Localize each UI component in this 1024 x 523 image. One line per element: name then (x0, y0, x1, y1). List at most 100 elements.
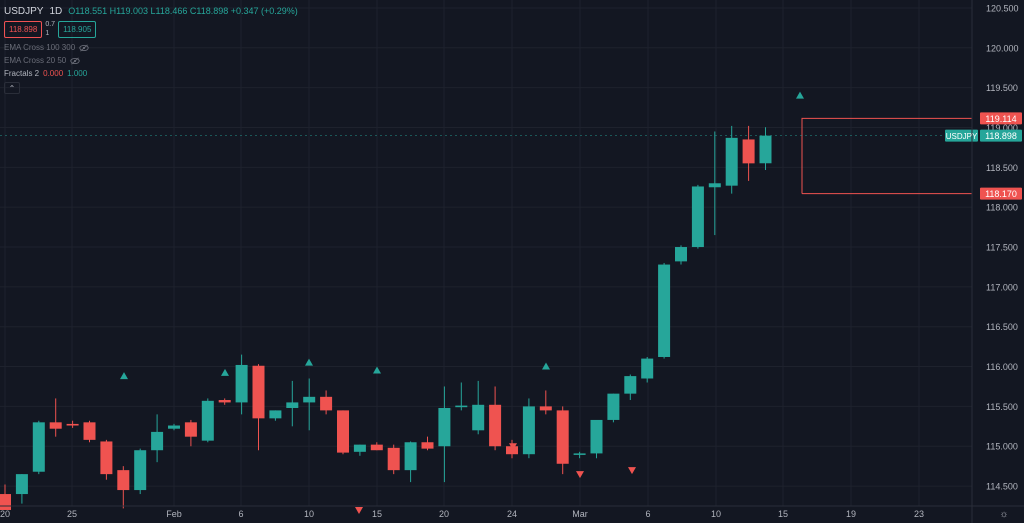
candle-body (117, 470, 130, 491)
candle (658, 262, 671, 359)
candle-body (235, 364, 248, 403)
candle-body (134, 450, 147, 491)
candle-body (303, 396, 316, 403)
candle (252, 364, 265, 451)
y-tick-label: 120.000 (986, 43, 1019, 53)
candle (455, 382, 468, 411)
y-tick-label: 116.500 (986, 322, 1018, 332)
candle-body (151, 431, 164, 451)
candle (370, 442, 383, 451)
candle-body (438, 407, 451, 447)
candle (675, 245, 687, 265)
candle (66, 420, 79, 428)
candle (303, 378, 316, 431)
legend-ohlc: O118.551 H119.003 L118.466 C118.898 +0.3… (68, 6, 298, 16)
fractal-low-label: 118.170 (985, 189, 1017, 199)
candle-body (404, 442, 417, 471)
fractal-low-label-bg (980, 187, 1022, 200)
last-price-symbol-label: USDJPY (946, 132, 978, 141)
candle (641, 356, 654, 383)
fractal-up-marker (542, 362, 550, 370)
candle (607, 393, 620, 423)
fractal-up-marker (221, 368, 229, 376)
fractal-levels (801, 117, 972, 195)
candle-body (0, 494, 11, 510)
fractals-value-1: 0.000 (43, 69, 64, 78)
candle (151, 414, 164, 463)
candle-body (184, 422, 197, 437)
candle-body (624, 376, 637, 394)
spread: 0.7 1 (45, 20, 55, 38)
x-tick-label: 25 (67, 509, 77, 519)
candle-body (49, 422, 62, 429)
candle (184, 419, 197, 447)
candle-body (100, 441, 113, 475)
x-tick-label: 23 (914, 509, 924, 519)
candle-body (573, 453, 586, 455)
candle (286, 380, 299, 427)
candle-body (725, 137, 738, 186)
candle-body (691, 186, 704, 248)
candle-body (286, 402, 299, 408)
y-tick-label: 120.500 (986, 3, 1019, 13)
y-tick-label: 119.500 (986, 83, 1018, 93)
settings-icon[interactable]: ☼ (999, 509, 1008, 520)
legend-interval[interactable]: 1D (49, 5, 63, 17)
candle (320, 390, 333, 415)
fractal-down-marker (576, 471, 584, 479)
indicator-fractals[interactable]: Fractals 2 0.000 1.000 (4, 67, 298, 80)
candle (489, 386, 502, 451)
y-tick-label: 118.500 (986, 163, 1018, 173)
candle (759, 127, 772, 171)
candle (83, 420, 96, 443)
candle-body (421, 442, 434, 449)
x-tick-label: 10 (711, 509, 721, 519)
indicator-ema-20-50[interactable]: EMA Cross 20 50 (4, 54, 298, 67)
candle-body (201, 400, 214, 441)
candle (134, 448, 147, 495)
candle-body (15, 474, 28, 495)
fractal-up-marker (796, 91, 804, 99)
x-tick-label: 24 (507, 509, 517, 519)
fractal-down-marker (355, 506, 363, 514)
candle-series (0, 125, 772, 510)
candle (100, 439, 113, 480)
spread-top: 0.7 (45, 21, 56, 28)
chart-legend: USDJPY 1D O118.551 H119.003 L118.466 C11… (4, 4, 298, 94)
sell-button[interactable]: 118.898 (4, 20, 43, 38)
x-tick-label: 10 (304, 509, 314, 519)
buy-button[interactable]: 118.905 (58, 20, 97, 38)
candle-body (506, 446, 518, 455)
time-axis[interactable]: 20 25 Feb 6 10 15 20 24 Mar 6 10 15 19 23 ☼ (0, 509, 1009, 520)
last-price-symbol-bg (945, 129, 978, 142)
candle-body (269, 410, 282, 419)
candle (32, 420, 45, 475)
candle (15, 474, 28, 504)
fractal-up-marker (120, 372, 128, 380)
candle-body (370, 444, 383, 451)
indicator-label: Fractals 2 (4, 69, 40, 78)
fractal-high-label: 119.114 (985, 114, 1016, 124)
candle (235, 354, 248, 415)
candle (337, 410, 349, 455)
y-tick-label: 117.500 (986, 243, 1018, 253)
candle-body (675, 247, 687, 262)
indicator-ema-100-300[interactable]: EMA Cross 100 300 (4, 41, 298, 54)
x-tick-label: Mar (572, 509, 588, 519)
eye-slash-icon[interactable] (79, 43, 89, 52)
candle (218, 398, 231, 405)
candle-body (556, 410, 569, 464)
candle-body (218, 400, 231, 403)
chevron-up-icon[interactable]: ⌃ (4, 82, 20, 94)
candle-body (455, 405, 468, 408)
y-tick-label: 117.000 (986, 282, 1018, 292)
candle (49, 398, 62, 437)
candle (421, 436, 434, 451)
indicator-label: EMA Cross 100 300 (4, 43, 76, 52)
candle (624, 374, 637, 401)
legend-symbol[interactable]: USDJPY (4, 5, 44, 17)
y-tick-label: 114.500 (986, 482, 1018, 492)
eye-slash-icon[interactable] (70, 56, 80, 65)
